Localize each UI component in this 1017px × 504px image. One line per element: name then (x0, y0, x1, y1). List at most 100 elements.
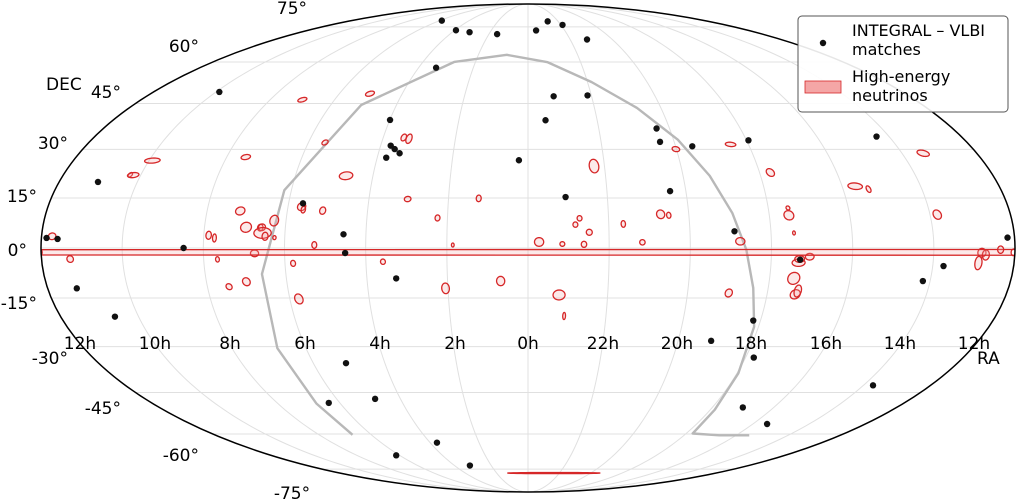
dec-tick-labels: 75° 60° 45° 30° 15° 0° -15° -30° -45° -6… (1, 0, 310, 504)
neutrino-ellipse (793, 284, 803, 298)
ra-tick-label: 20h (661, 334, 693, 354)
neutrino-ellipse (297, 96, 308, 103)
neutrino-ellipse (289, 259, 297, 268)
match-point (54, 235, 61, 243)
coordinate-grid (41, 4, 1015, 492)
dec-tick-label: 30° (38, 134, 68, 154)
neutrino-ellipse (765, 167, 776, 178)
neutrino-ellipse (318, 206, 327, 215)
neutrino-ellipse (272, 234, 277, 241)
match-point (216, 88, 223, 96)
neutrino-ellipse (450, 242, 455, 248)
match-point (731, 228, 738, 235)
ra-tick-label: 22h (587, 334, 619, 354)
ra-tick-label: 0h (517, 334, 539, 354)
dec-tick-label: -45° (85, 399, 121, 419)
neutrino-ellipse (225, 283, 233, 291)
neutrino-ellipse (735, 236, 746, 246)
dec-tick-label: 75° (277, 0, 307, 19)
match-point (342, 359, 350, 367)
neutrino-ellipse (865, 185, 872, 194)
neutrino-ellipse (253, 226, 272, 239)
galactic-plane-layer (260, 53, 756, 437)
match-point (299, 200, 307, 207)
match-point (386, 116, 394, 124)
match-point (466, 462, 474, 469)
match-point (340, 231, 347, 238)
dec-tick-label: 15° (7, 187, 37, 207)
neutrino-ellipse (241, 277, 251, 287)
match-point (796, 256, 804, 263)
neutrino-ellipse (580, 240, 588, 248)
match-point (940, 262, 947, 270)
neutrino-ellipse (562, 311, 567, 321)
galactic-plane-curve (260, 53, 756, 437)
neutrino-ellipse (214, 256, 221, 263)
match-point (392, 275, 400, 282)
neutrino-ellipse (533, 236, 545, 247)
match-point (562, 193, 569, 201)
neutrino-ellipse (239, 221, 253, 233)
neutrino-ellipse (585, 228, 593, 236)
neutrino-ellipse (403, 195, 412, 203)
match-point (94, 178, 102, 186)
match-point (542, 117, 549, 124)
neutrino-ellipse (576, 214, 583, 222)
neutrino-ellipse (234, 206, 246, 216)
neutrino-ellipse (974, 255, 983, 271)
ra-tick-label: 10h (139, 334, 171, 354)
match-point (325, 399, 332, 407)
neutrino-ellipse (434, 214, 441, 222)
neutrino-ellipse (66, 255, 75, 264)
ra-tick-label: 12h (958, 334, 990, 354)
match-point (559, 21, 566, 29)
dec-tick-label: -30° (32, 349, 68, 369)
match-point (438, 17, 446, 24)
match-point (532, 27, 540, 34)
match-point (493, 30, 501, 38)
ra-tick-label: 12h (64, 334, 96, 354)
legend-marker-neutrinos (804, 80, 842, 94)
match-point (396, 150, 403, 157)
match-point (452, 27, 460, 34)
neutrino-ellipse (997, 245, 1005, 255)
match-point (869, 382, 877, 389)
match-point (371, 395, 379, 403)
match-point (391, 145, 398, 153)
neutrino-ellipse (559, 240, 566, 247)
match-point (739, 404, 747, 411)
neutrino-ellipse (791, 230, 797, 236)
ra-tick-label: 18h (735, 334, 767, 354)
legend-label-neutrinos-line1: High-energy (852, 67, 950, 86)
neutrino-ellipse (552, 289, 566, 301)
match-point (180, 244, 187, 252)
legend-label-neutrinos: High-energy neutrinos (852, 67, 955, 105)
x-axis-label: RA (977, 349, 1000, 369)
match-point (919, 277, 927, 285)
neutrino-ellipse (143, 157, 161, 164)
neutrino-ellipse (126, 171, 140, 179)
dec-tick-label: 0° (8, 241, 27, 261)
neutrino-ellipse (932, 209, 943, 220)
y-axis-label: DEC (46, 75, 82, 95)
ra-tick-labels: 12h 10h 8h 6h 4h 2h 0h 22h 20h 18h 16h 1… (64, 334, 990, 354)
neutrino-ellipse (671, 145, 681, 153)
match-point (689, 143, 696, 150)
legend-box (797, 15, 1009, 113)
neutrino-ellipse (724, 141, 737, 148)
neutrino-ellipse (588, 158, 600, 174)
match-point (750, 354, 757, 361)
match-point (1004, 234, 1011, 241)
neutrino-ellipse (311, 240, 318, 249)
neutrino-ellipse (293, 293, 304, 305)
match-point (750, 317, 757, 324)
ra-tick-label: 4h (369, 334, 391, 354)
match-point (550, 93, 557, 100)
match-point (666, 187, 674, 195)
neutrino-ellipse (211, 233, 217, 243)
legend: INTEGRAL – VLBI matches High-energy neut… (797, 15, 1009, 113)
ra-tick-label: 8h (219, 334, 241, 354)
match-point (466, 28, 473, 36)
ra-tick-label: 6h (294, 334, 316, 354)
neutrino-ellipse (655, 209, 666, 220)
